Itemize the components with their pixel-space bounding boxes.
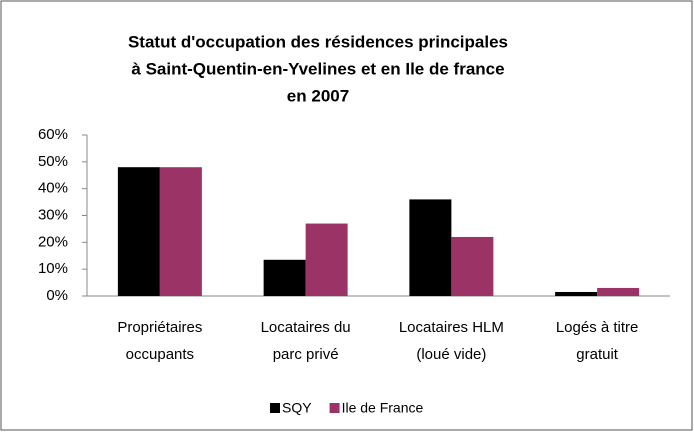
y-tick-label: 30%: [38, 206, 68, 223]
x-tick-label: Locataires HLM: [399, 319, 504, 336]
x-tick-label: parc privé: [273, 346, 339, 363]
bar: [555, 291, 598, 296]
y-tick-label: 10%: [38, 260, 68, 277]
chart-title: Statut d'occupation des résidences princ…: [128, 32, 508, 51]
legend-label: Ile de France: [342, 400, 424, 416]
bar: [305, 223, 348, 296]
legend-swatch: [270, 403, 280, 413]
y-tick-label: 60%: [38, 126, 68, 143]
chart-title: en 2007: [287, 86, 349, 105]
x-tick-label: Propriétaires: [117, 319, 202, 336]
bar: [263, 259, 306, 296]
y-tick-label: 20%: [38, 233, 68, 250]
bar: [117, 167, 160, 296]
x-tick-label: Logés à titre: [556, 319, 639, 336]
bar: [409, 199, 452, 296]
y-tick-label: 40%: [38, 180, 68, 197]
chart-title: à Saint-Quentin-en-Yvelines et en Ile de…: [131, 59, 504, 78]
bar: [597, 287, 640, 296]
y-tick-label: 0%: [46, 287, 68, 304]
legend-label: SQY: [282, 400, 312, 416]
x-tick-label: Locataires du: [261, 319, 351, 336]
bar: [159, 167, 202, 296]
x-tick-label: (loué vide): [416, 346, 486, 363]
bar: [451, 236, 494, 296]
x-tick-label: occupants: [126, 346, 194, 363]
legend-swatch: [329, 403, 340, 413]
x-tick-label: gratuit: [576, 346, 619, 363]
y-tick-label: 50%: [38, 153, 68, 170]
